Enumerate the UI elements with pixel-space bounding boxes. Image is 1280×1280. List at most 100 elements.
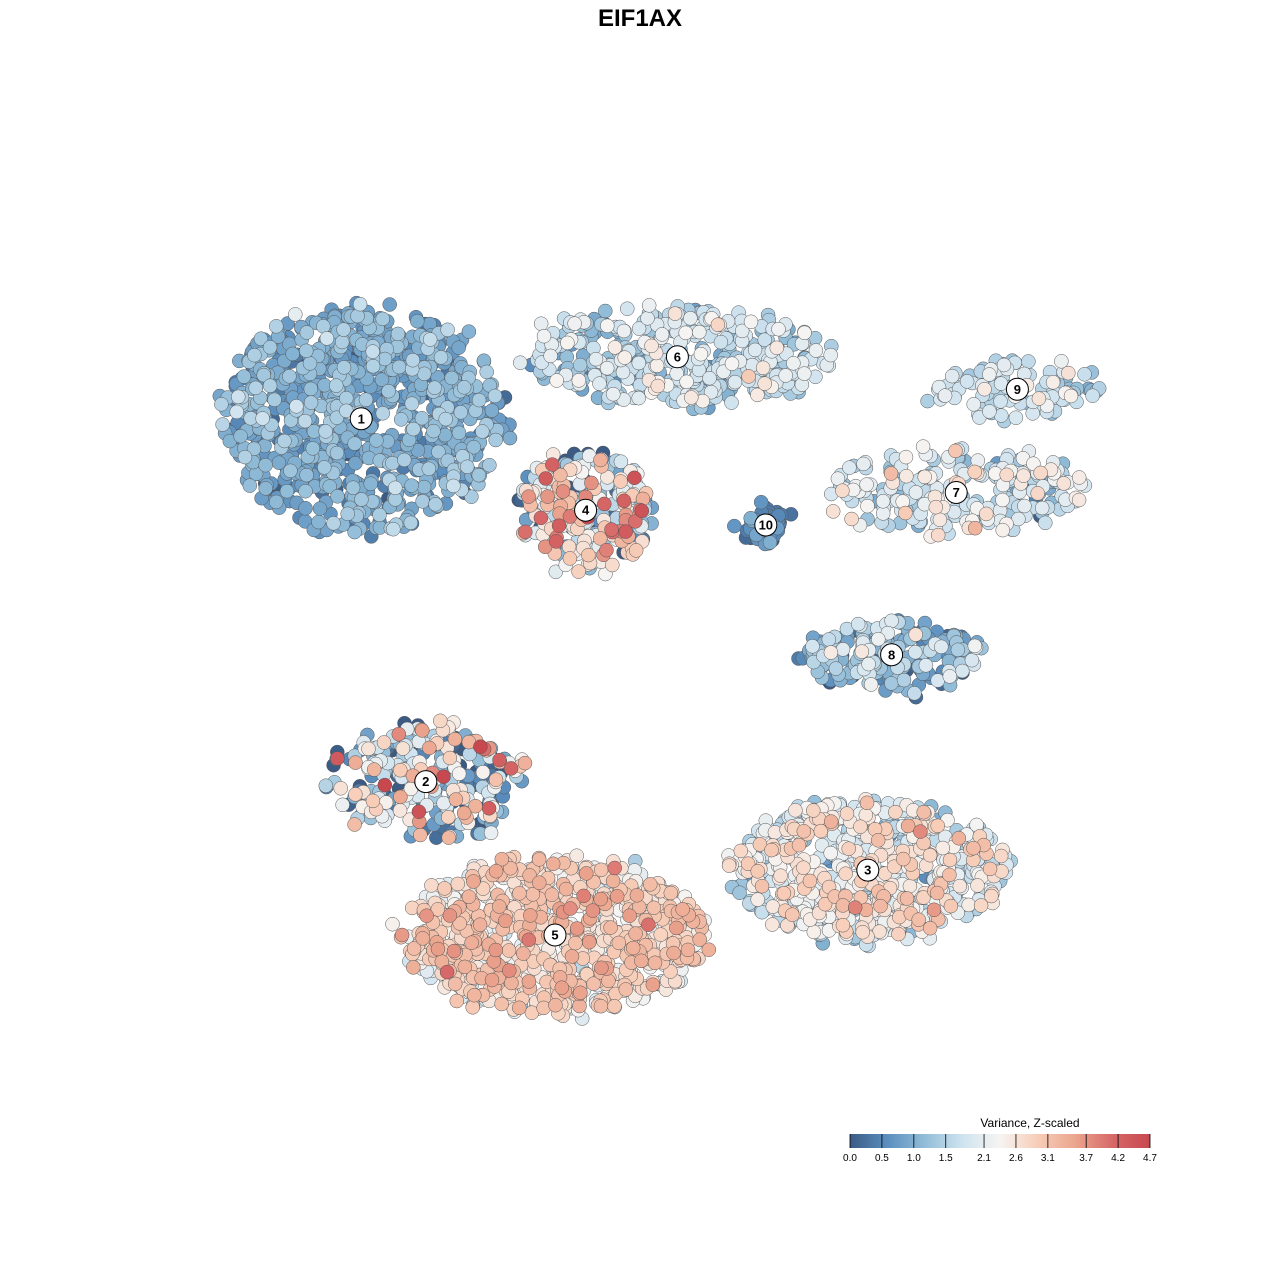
scatter-point bbox=[340, 506, 355, 522]
scatter-point bbox=[366, 762, 382, 777]
scatter-point bbox=[233, 428, 248, 444]
scatter-point bbox=[451, 425, 467, 441]
scatter-point bbox=[450, 876, 466, 892]
scatter-point bbox=[888, 804, 903, 820]
scatter-point bbox=[568, 935, 583, 951]
scatter-point bbox=[702, 370, 717, 386]
scatter-point bbox=[607, 860, 622, 876]
scatter-point bbox=[959, 374, 975, 389]
cluster-label-text: 7 bbox=[953, 485, 960, 500]
scatter-point bbox=[456, 380, 472, 395]
scatter-point bbox=[258, 481, 273, 496]
scatter-point bbox=[634, 503, 650, 519]
scatter-point bbox=[838, 866, 853, 881]
scatter-point bbox=[627, 470, 642, 486]
scatter-point bbox=[410, 313, 425, 329]
scatter-point bbox=[502, 963, 517, 978]
scatter-point bbox=[839, 806, 855, 821]
scatter-point bbox=[631, 355, 647, 371]
scatter-point bbox=[724, 356, 740, 371]
scatter-point bbox=[451, 340, 466, 355]
scatter-point bbox=[786, 356, 801, 371]
scatter-point bbox=[932, 512, 948, 528]
scatter-point bbox=[316, 319, 331, 334]
scatter-point bbox=[733, 843, 749, 859]
scatter-point bbox=[502, 430, 518, 446]
scatter-point bbox=[326, 516, 341, 531]
scatter-point bbox=[922, 847, 938, 863]
legend-tick-label: 4.2 bbox=[1111, 1153, 1125, 1164]
scatter-point bbox=[447, 976, 463, 992]
scatter-point bbox=[215, 417, 230, 432]
scatter-point bbox=[873, 898, 888, 914]
scatter-point bbox=[724, 395, 739, 410]
scatter-point bbox=[319, 331, 335, 346]
scatter-point bbox=[484, 403, 500, 418]
cluster-label-text: 5 bbox=[551, 928, 558, 943]
scatter-point bbox=[942, 669, 958, 684]
scatter-point bbox=[754, 878, 770, 894]
scatter-point bbox=[267, 392, 282, 408]
scatter-point bbox=[567, 316, 582, 331]
scatter-point bbox=[289, 399, 304, 414]
scatter-point bbox=[907, 686, 922, 701]
scatter-point bbox=[935, 840, 951, 856]
scatter-point bbox=[258, 457, 273, 473]
scatter-point bbox=[569, 848, 584, 863]
scatter-point bbox=[823, 347, 838, 363]
scatter-point bbox=[543, 348, 558, 364]
scatter-point bbox=[944, 368, 960, 384]
scatter-point bbox=[442, 908, 458, 923]
scatter-point bbox=[555, 484, 571, 499]
scatter-point bbox=[757, 376, 772, 391]
scatter-point bbox=[394, 927, 410, 943]
scatter-point bbox=[861, 656, 876, 672]
scatter-point bbox=[597, 496, 612, 512]
scatter-point bbox=[966, 397, 981, 412]
scatter-point bbox=[237, 449, 253, 465]
scatter-point bbox=[835, 483, 850, 498]
scatter-point bbox=[345, 480, 361, 495]
scatter-point bbox=[352, 296, 368, 312]
scatter-point bbox=[771, 321, 786, 337]
scatter-point bbox=[330, 751, 345, 766]
scatter-point bbox=[413, 827, 428, 843]
scatter-point bbox=[441, 809, 456, 825]
scatter-point bbox=[430, 941, 446, 957]
scatter-point bbox=[466, 874, 481, 889]
scatter-point bbox=[494, 996, 509, 1012]
scatter-point bbox=[406, 960, 421, 975]
scatter-point bbox=[416, 479, 432, 495]
scatter-point bbox=[999, 467, 1014, 483]
scatter-point bbox=[428, 497, 443, 512]
scatter-point bbox=[598, 303, 613, 319]
scatter-point bbox=[908, 485, 924, 500]
scatter-point bbox=[253, 331, 269, 346]
scatter-point bbox=[277, 433, 292, 449]
scatter-point bbox=[615, 364, 631, 380]
legend-title: Variance, Z-scaled bbox=[980, 1116, 1079, 1130]
scatter-point bbox=[297, 413, 313, 429]
scatter-point bbox=[405, 352, 421, 368]
scatter-point bbox=[471, 467, 487, 483]
scatter-point bbox=[918, 658, 934, 673]
scatter-point bbox=[456, 805, 472, 821]
scatter-point bbox=[859, 477, 874, 492]
scatter-point bbox=[765, 917, 780, 932]
scatter-point bbox=[560, 335, 575, 351]
scatter-point bbox=[283, 463, 298, 479]
scatter-point bbox=[461, 324, 477, 339]
scatter-point bbox=[680, 942, 696, 958]
scatter-point bbox=[1038, 515, 1053, 531]
scatter-point bbox=[391, 359, 407, 375]
scatter-point bbox=[540, 489, 555, 504]
cluster-label-3: 3 bbox=[856, 858, 880, 882]
scatter-point bbox=[573, 985, 588, 1001]
cluster-label-text: 10 bbox=[759, 517, 773, 532]
scatter-point bbox=[403, 515, 419, 531]
scatter-point bbox=[333, 781, 348, 796]
scatter-point bbox=[847, 900, 863, 915]
scatter-point bbox=[609, 889, 625, 904]
scatter-point bbox=[439, 964, 455, 980]
scatter-point bbox=[421, 461, 437, 477]
